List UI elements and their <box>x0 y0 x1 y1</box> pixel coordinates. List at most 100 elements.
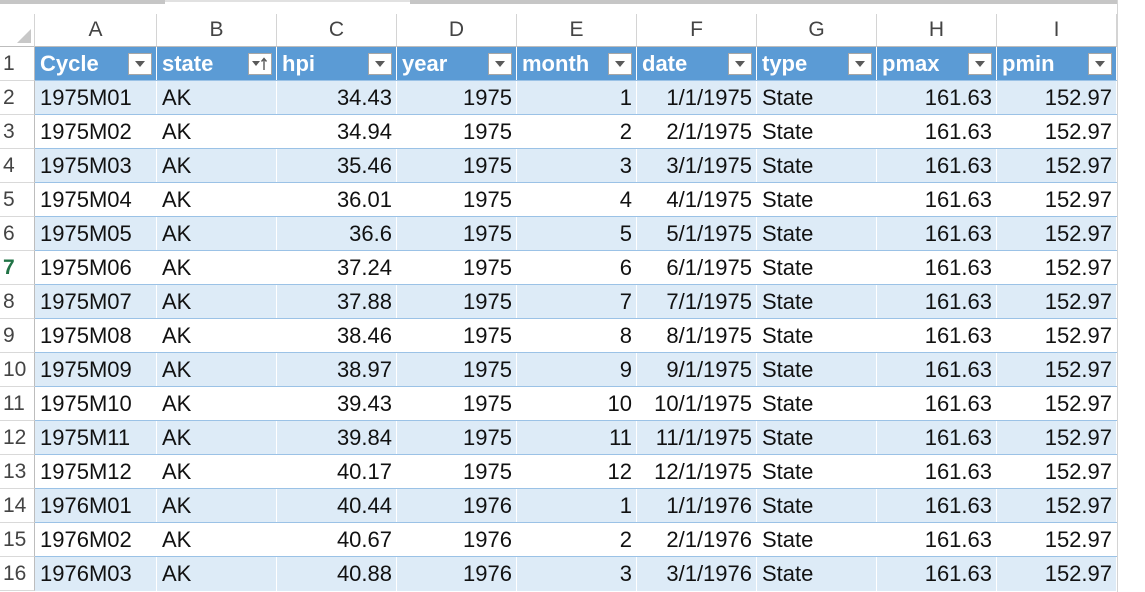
table-cell[interactable]: 35.46 <box>277 149 397 183</box>
table-cell[interactable]: 9/1/1975 <box>637 353 757 387</box>
table-cell[interactable]: 2/1/1975 <box>637 115 757 149</box>
row-header-6[interactable]: 6 <box>0 217 35 251</box>
table-cell[interactable]: 1975M04 <box>35 183 157 217</box>
table-cell[interactable]: 1975 <box>397 353 517 387</box>
table-cell[interactable]: 40.67 <box>277 523 397 557</box>
table-cell[interactable]: State <box>757 455 877 489</box>
table-cell[interactable]: 34.94 <box>277 115 397 149</box>
table-cell[interactable]: 39.43 <box>277 387 397 421</box>
row-header-11[interactable]: 11 <box>0 387 35 421</box>
table-cell[interactable]: 1975M11 <box>35 421 157 455</box>
row-header-7[interactable]: 7 <box>0 251 35 285</box>
table-cell[interactable]: 152.97 <box>997 285 1117 319</box>
table-cell[interactable]: 1975 <box>397 455 517 489</box>
table-cell[interactable]: 161.63 <box>877 455 997 489</box>
table-cell[interactable]: 5 <box>517 217 637 251</box>
filter-dropdown-button[interactable] <box>848 53 872 75</box>
table-cell[interactable]: 161.63 <box>877 81 997 115</box>
table-cell[interactable]: 1/1/1976 <box>637 489 757 523</box>
table-cell[interactable]: 10 <box>517 387 637 421</box>
table-cell[interactable]: 161.63 <box>877 149 997 183</box>
column-header-h[interactable]: H <box>877 14 997 47</box>
table-cell[interactable]: 152.97 <box>997 557 1117 591</box>
table-cell[interactable]: 11/1/1975 <box>637 421 757 455</box>
table-cell[interactable]: 6 <box>517 251 637 285</box>
table-cell[interactable]: 12/1/1975 <box>637 455 757 489</box>
table-cell[interactable]: AK <box>157 523 277 557</box>
table-cell[interactable]: AK <box>157 489 277 523</box>
filter-dropdown-button[interactable] <box>728 53 752 75</box>
table-cell[interactable]: State <box>757 319 877 353</box>
table-cell[interactable]: State <box>757 251 877 285</box>
column-header-g[interactable]: G <box>757 14 877 47</box>
table-cell[interactable]: 36.01 <box>277 183 397 217</box>
table-cell[interactable]: 1975M03 <box>35 149 157 183</box>
table-cell[interactable]: 161.63 <box>877 421 997 455</box>
table-cell[interactable]: 2 <box>517 115 637 149</box>
row-header-13[interactable]: 13 <box>0 455 35 489</box>
column-header-f[interactable]: F <box>637 14 757 47</box>
table-cell[interactable]: 6/1/1975 <box>637 251 757 285</box>
table-cell[interactable]: AK <box>157 115 277 149</box>
row-header-14[interactable]: 14 <box>0 489 35 523</box>
row-header-5[interactable]: 5 <box>0 183 35 217</box>
filter-dropdown-button[interactable] <box>608 53 632 75</box>
filter-dropdown-button[interactable] <box>968 53 992 75</box>
table-cell[interactable]: AK <box>157 285 277 319</box>
table-cell[interactable]: 5/1/1975 <box>637 217 757 251</box>
table-cell[interactable]: 1975M01 <box>35 81 157 115</box>
table-cell[interactable]: 161.63 <box>877 183 997 217</box>
table-cell[interactable]: AK <box>157 421 277 455</box>
table-cell[interactable]: 7/1/1975 <box>637 285 757 319</box>
table-cell[interactable]: AK <box>157 251 277 285</box>
filter-dropdown-button[interactable] <box>488 53 512 75</box>
table-cell[interactable]: 1975 <box>397 285 517 319</box>
table-cell[interactable]: 40.44 <box>277 489 397 523</box>
column-header-d[interactable]: D <box>397 14 517 47</box>
table-cell[interactable]: State <box>757 285 877 319</box>
table-cell[interactable]: 161.63 <box>877 115 997 149</box>
row-header-9[interactable]: 9 <box>0 319 35 353</box>
table-cell[interactable]: 152.97 <box>997 217 1117 251</box>
table-cell[interactable]: 1976M01 <box>35 489 157 523</box>
table-cell[interactable]: 161.63 <box>877 217 997 251</box>
table-cell[interactable]: 1/1/1975 <box>637 81 757 115</box>
table-header-pmax[interactable]: pmax <box>877 47 997 81</box>
table-cell[interactable]: 1975 <box>397 115 517 149</box>
sort-filter-button[interactable] <box>248 53 272 75</box>
table-cell[interactable]: 1975M02 <box>35 115 157 149</box>
table-cell[interactable]: AK <box>157 217 277 251</box>
table-cell[interactable]: State <box>757 115 877 149</box>
table-header-pmin[interactable]: pmin <box>997 47 1117 81</box>
row-header-3[interactable]: 3 <box>0 115 35 149</box>
select-all-corner[interactable] <box>0 14 35 47</box>
table-cell[interactable]: AK <box>157 81 277 115</box>
table-cell[interactable]: 1975M06 <box>35 251 157 285</box>
table-cell[interactable]: 161.63 <box>877 251 997 285</box>
table-cell[interactable]: 1975 <box>397 149 517 183</box>
table-cell[interactable]: 34.43 <box>277 81 397 115</box>
table-cell[interactable]: 1975 <box>397 217 517 251</box>
table-cell[interactable]: 3 <box>517 149 637 183</box>
table-cell[interactable]: State <box>757 421 877 455</box>
table-cell[interactable]: State <box>757 523 877 557</box>
table-cell[interactable]: 1976M03 <box>35 557 157 591</box>
table-cell[interactable]: State <box>757 387 877 421</box>
table-cell[interactable]: 10/1/1975 <box>637 387 757 421</box>
table-cell[interactable]: 152.97 <box>997 319 1117 353</box>
table-cell[interactable]: 38.46 <box>277 319 397 353</box>
row-header-16[interactable]: 16 <box>0 557 35 591</box>
table-header-year[interactable]: year <box>397 47 517 81</box>
table-cell[interactable]: AK <box>157 557 277 591</box>
table-cell[interactable]: 38.97 <box>277 353 397 387</box>
table-cell[interactable]: 161.63 <box>877 489 997 523</box>
table-cell[interactable]: 161.63 <box>877 353 997 387</box>
row-header-1[interactable]: 1 <box>0 47 35 81</box>
table-cell[interactable]: 2/1/1976 <box>637 523 757 557</box>
table-cell[interactable]: 152.97 <box>997 251 1117 285</box>
table-cell[interactable]: 3/1/1976 <box>637 557 757 591</box>
table-cell[interactable]: State <box>757 217 877 251</box>
table-cell[interactable]: 40.17 <box>277 455 397 489</box>
table-cell[interactable]: 161.63 <box>877 387 997 421</box>
table-cell[interactable]: 1975 <box>397 81 517 115</box>
